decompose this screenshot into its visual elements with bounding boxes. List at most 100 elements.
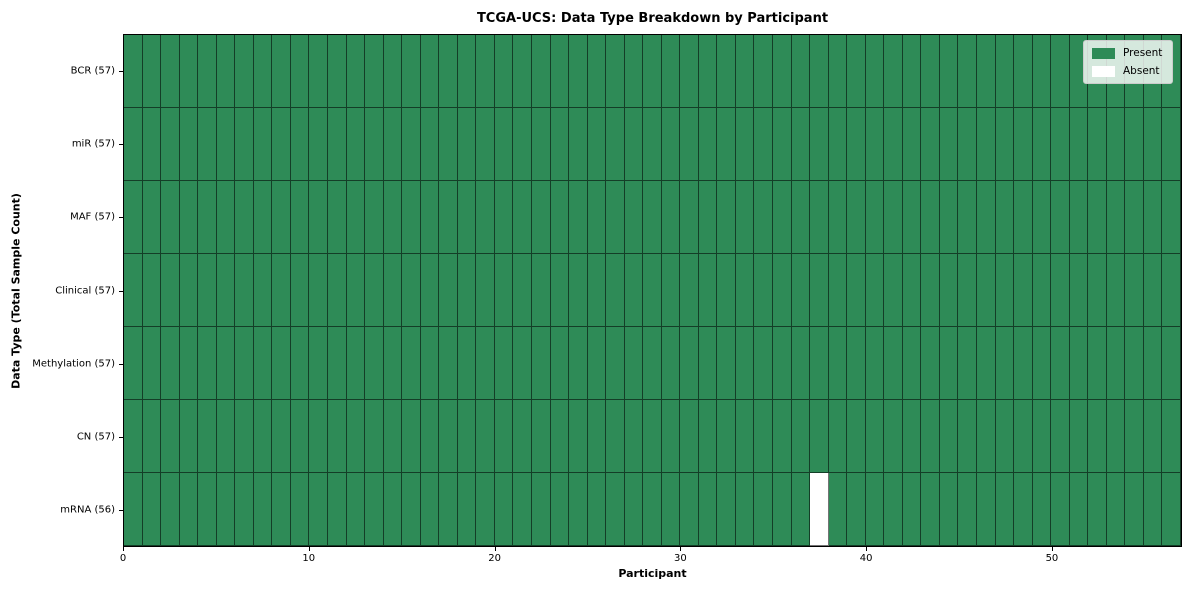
heatmap-cell — [365, 254, 384, 327]
heatmap-cell — [179, 35, 199, 108]
heatmap-cell — [142, 400, 162, 473]
heatmap-cell — [791, 400, 811, 473]
heatmap-cell — [513, 473, 532, 546]
heatmap-cell — [161, 181, 180, 254]
heatmap-cell — [253, 108, 273, 181]
heatmap-cell — [643, 35, 662, 108]
x-tick-label: 20 — [488, 553, 501, 564]
heatmap-cell — [977, 108, 996, 181]
heatmap-cell — [420, 108, 440, 181]
heatmap-cell — [977, 254, 996, 327]
heatmap-cell — [1125, 108, 1144, 181]
heatmap-cell — [365, 400, 384, 473]
legend-item-present: Present — [1092, 47, 1162, 59]
heatmap-cell — [494, 35, 514, 108]
heatmap-cell — [457, 108, 477, 181]
heatmap-cell — [457, 327, 477, 400]
heatmap-cell — [513, 254, 532, 327]
heatmap-cell — [494, 108, 514, 181]
heatmap-cell — [606, 327, 625, 400]
heatmap-cell — [661, 254, 681, 327]
heatmap-cell — [216, 181, 236, 254]
heatmap-cell — [457, 181, 477, 254]
heatmap-cell — [680, 400, 699, 473]
heatmap-cell — [698, 400, 718, 473]
heatmap-cell — [643, 108, 662, 181]
heatmap-cell — [939, 35, 959, 108]
heatmap-cell — [383, 473, 403, 546]
heatmap-cell — [402, 400, 421, 473]
heatmap-cell — [550, 35, 570, 108]
heatmap-cell — [1051, 181, 1070, 254]
heatmap-cell — [791, 35, 811, 108]
heatmap-cell — [550, 327, 570, 400]
heatmap-cell — [531, 473, 551, 546]
heatmap-cell — [624, 181, 644, 254]
heatmap-cell — [698, 473, 718, 546]
heatmap-cell — [457, 473, 477, 546]
heatmap-cell — [828, 400, 848, 473]
heatmap-cell — [309, 35, 328, 108]
heatmap-cell — [1106, 181, 1126, 254]
heatmap-cell — [884, 254, 903, 327]
heatmap-cell — [327, 473, 347, 546]
heatmap-cell — [902, 327, 922, 400]
heatmap-cell — [569, 108, 588, 181]
heatmap-cell — [179, 327, 199, 400]
y-tick-label: Clinical (57) — [55, 285, 115, 296]
heatmap-cell — [402, 181, 421, 254]
heatmap-cell — [531, 327, 551, 400]
heatmap-cell — [958, 400, 978, 473]
heatmap-cell — [717, 400, 736, 473]
heatmap-cell — [569, 254, 588, 327]
heatmap-cell — [661, 327, 681, 400]
heatmap-cell — [1143, 400, 1163, 473]
heatmap-cell — [1106, 108, 1126, 181]
heatmap-cell — [476, 108, 495, 181]
heatmap-cell — [865, 108, 885, 181]
heatmap-cell — [995, 181, 1015, 254]
heatmap-cell — [1162, 108, 1181, 181]
heatmap-cell — [142, 35, 162, 108]
x-tick-mark — [308, 547, 310, 551]
heatmap-cell — [1014, 254, 1033, 327]
heatmap-cell — [1143, 181, 1163, 254]
heatmap-cell — [327, 181, 347, 254]
heatmap-cell — [550, 254, 570, 327]
heatmap-cell — [309, 400, 328, 473]
heatmap-cell — [810, 108, 829, 181]
heatmap-cell — [1032, 254, 1052, 327]
heatmap-cell — [365, 473, 384, 546]
heatmap-cell — [643, 400, 662, 473]
heatmap-cell — [1069, 400, 1089, 473]
heatmap-cell — [198, 400, 217, 473]
heatmap-cell — [402, 473, 421, 546]
heatmap-cell — [272, 254, 291, 327]
heatmap-cell — [290, 400, 310, 473]
x-axis-title: Participant — [618, 567, 687, 580]
heatmap-cell — [235, 108, 254, 181]
heatmap-cell — [290, 327, 310, 400]
heatmap-cell — [958, 181, 978, 254]
heatmap-cell — [902, 254, 922, 327]
heatmap-cell — [402, 108, 421, 181]
heatmap-cell — [680, 327, 699, 400]
heatmap-cell — [698, 181, 718, 254]
legend: Present Absent — [1083, 40, 1174, 84]
heatmap-cell — [754, 108, 774, 181]
x-tick-label: 50 — [1045, 553, 1059, 564]
heatmap-cell — [995, 108, 1015, 181]
heatmap-cell — [828, 108, 848, 181]
heatmap-grid — [124, 35, 1181, 546]
heatmap-cell — [902, 35, 922, 108]
heatmap-cell — [1125, 181, 1144, 254]
heatmap-cell — [198, 473, 217, 546]
heatmap-cell — [606, 35, 625, 108]
heatmap-cell — [1143, 108, 1163, 181]
heatmap-cell — [624, 35, 644, 108]
heatmap-cell — [977, 400, 996, 473]
heatmap-cell — [1032, 108, 1052, 181]
heatmap-cell — [754, 327, 774, 400]
heatmap-cell — [754, 254, 774, 327]
heatmap-cell — [1051, 108, 1070, 181]
